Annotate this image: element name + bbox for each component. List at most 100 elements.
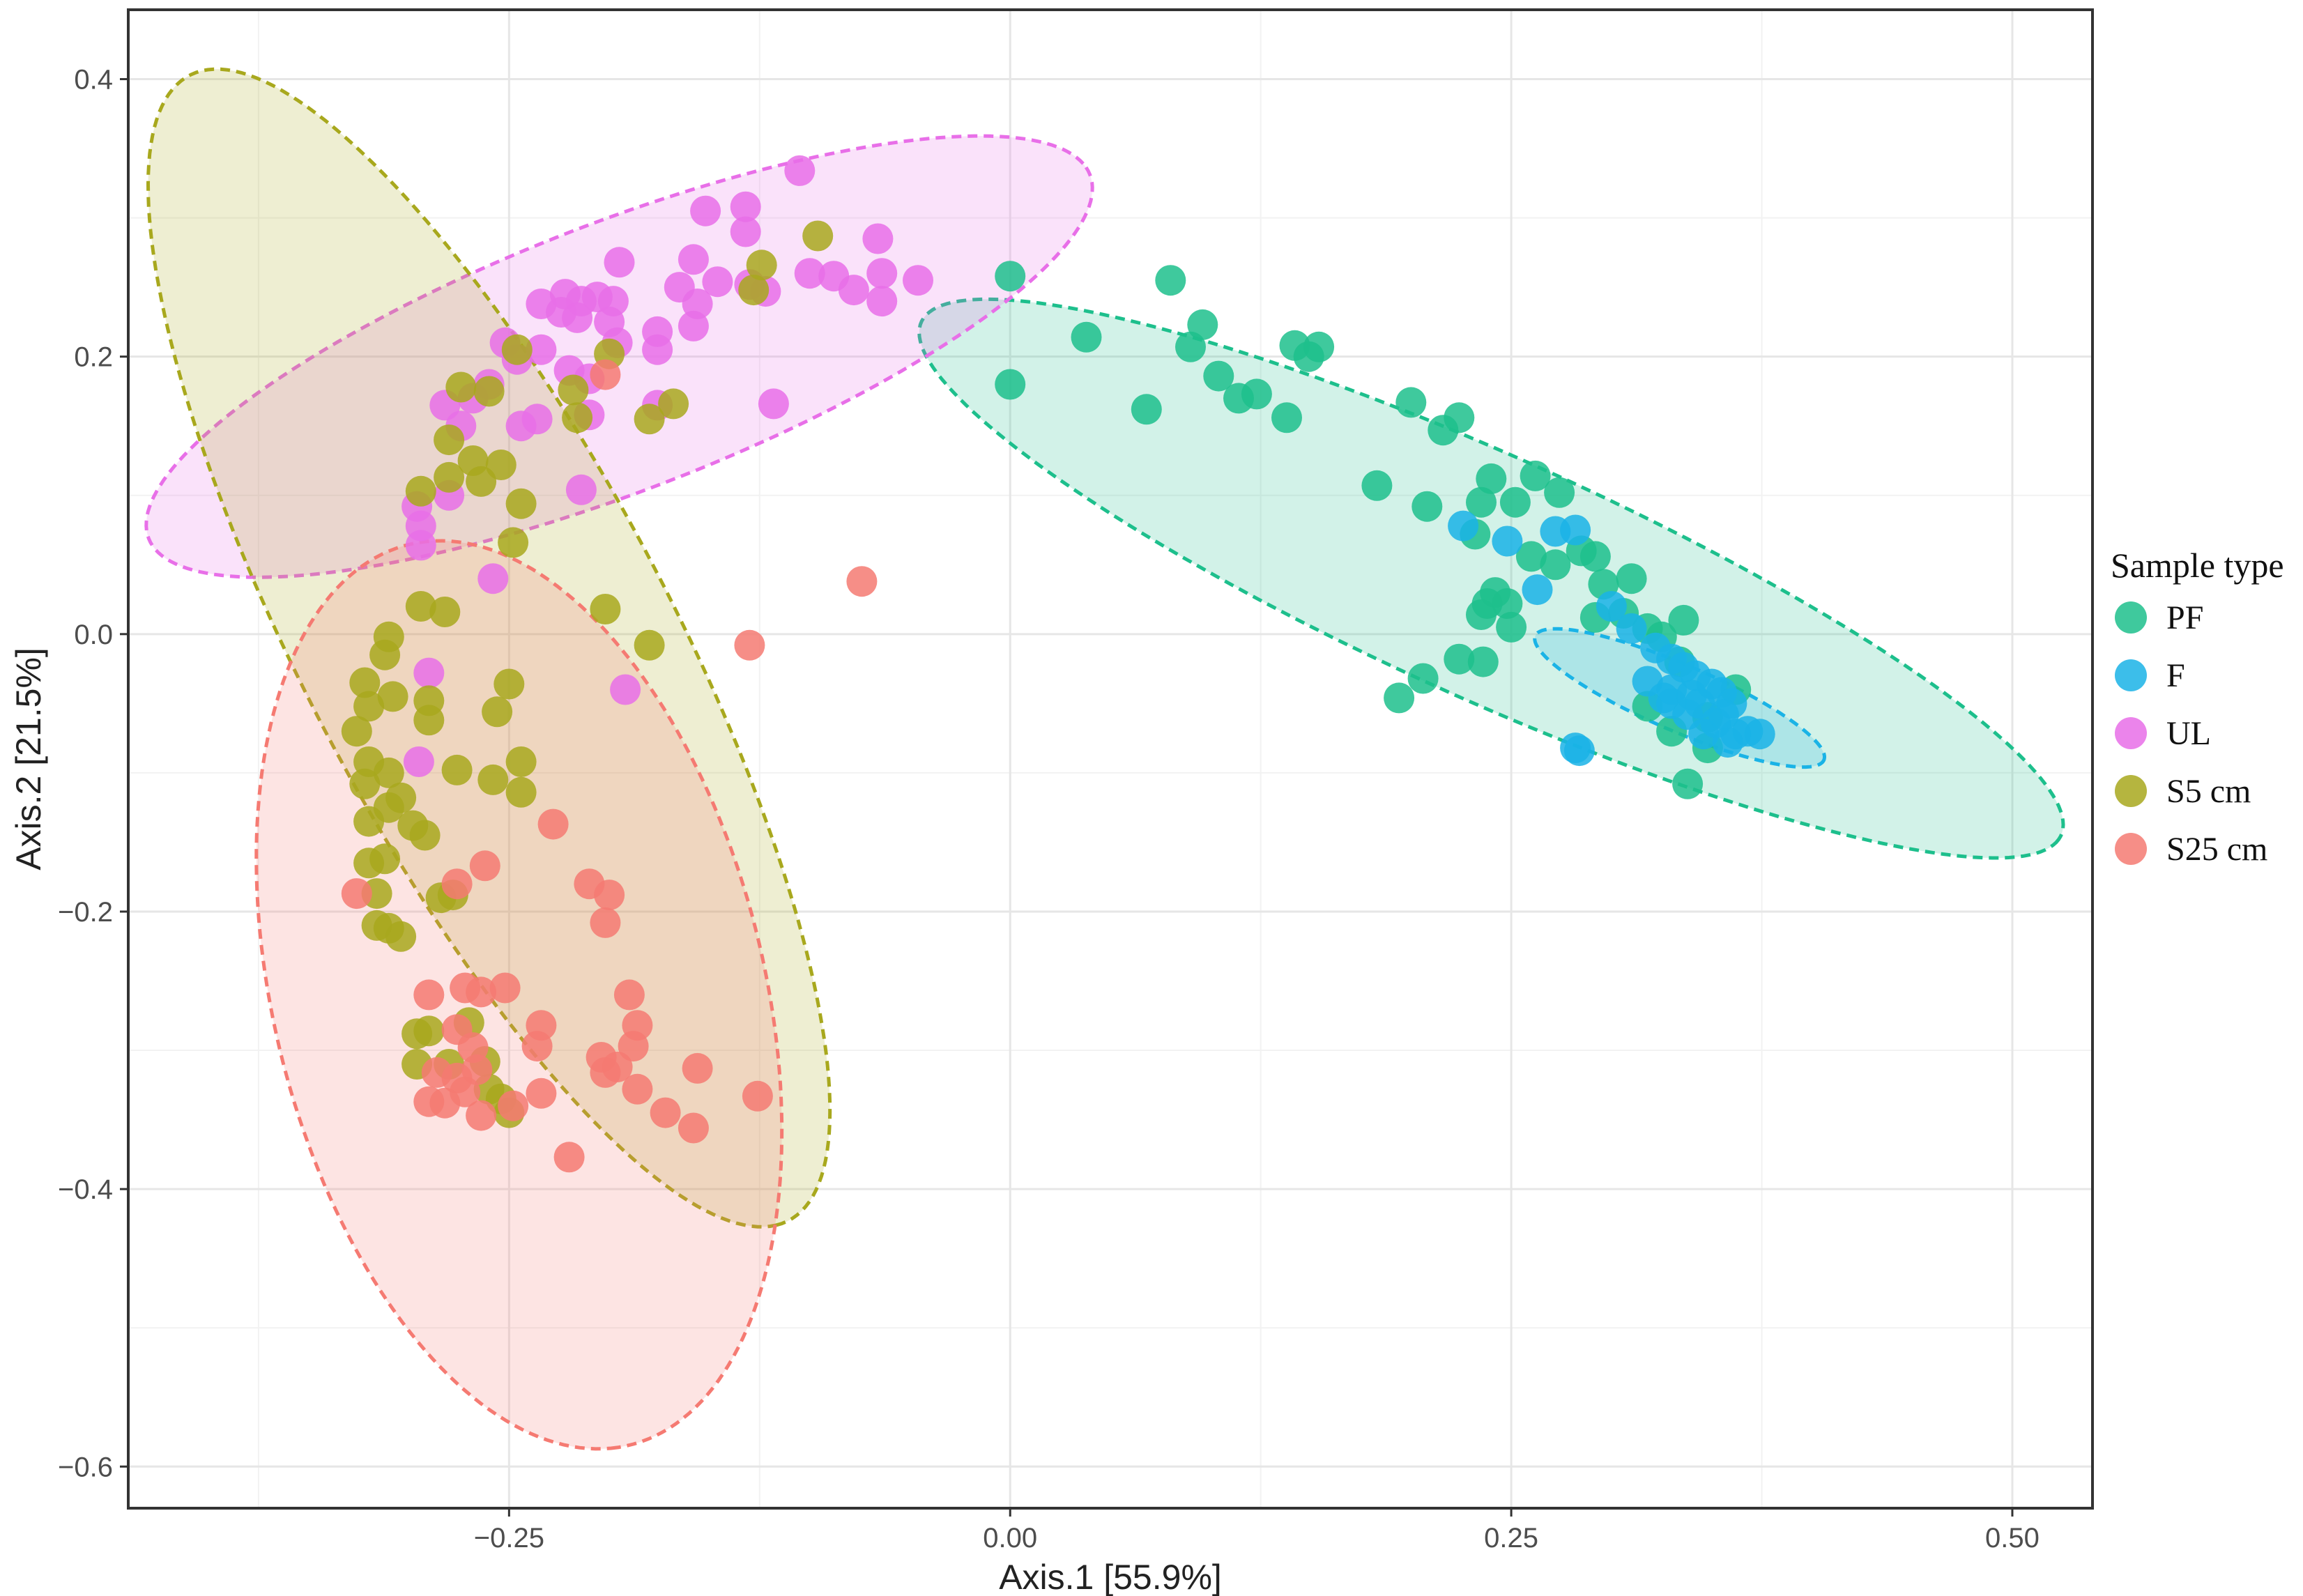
legend-swatch bbox=[2115, 659, 2147, 691]
data-point bbox=[658, 388, 689, 420]
data-point bbox=[734, 629, 765, 661]
y-tick-label: −0.2 bbox=[58, 897, 113, 928]
data-point bbox=[505, 776, 537, 808]
data-point bbox=[1579, 541, 1611, 572]
y-tick-label: −0.6 bbox=[58, 1452, 113, 1482]
data-point bbox=[610, 674, 641, 705]
data-point bbox=[1560, 514, 1591, 546]
data-point bbox=[903, 265, 933, 296]
data-points bbox=[341, 155, 1775, 1173]
data-point bbox=[498, 1090, 529, 1121]
data-point bbox=[995, 369, 1026, 400]
data-point bbox=[642, 334, 673, 365]
data-point bbox=[604, 247, 635, 278]
data-point bbox=[690, 195, 721, 227]
data-point bbox=[590, 594, 621, 624]
x-tick-label: −0.25 bbox=[474, 1523, 544, 1553]
data-point bbox=[862, 223, 894, 254]
legend-title: Sample type bbox=[2111, 546, 2284, 585]
data-point bbox=[1155, 265, 1186, 296]
legend-swatch bbox=[2115, 833, 2147, 865]
data-point bbox=[738, 275, 770, 306]
data-point bbox=[1668, 604, 1699, 636]
data-point bbox=[794, 258, 825, 289]
data-point bbox=[1648, 682, 1679, 714]
data-point bbox=[622, 1073, 653, 1105]
data-point bbox=[373, 792, 404, 823]
data-point bbox=[1303, 331, 1335, 362]
data-point bbox=[1744, 719, 1775, 750]
data-point bbox=[1241, 378, 1272, 410]
data-point bbox=[678, 1112, 709, 1144]
data-point bbox=[1560, 732, 1591, 764]
data-point bbox=[1271, 402, 1302, 433]
data-point bbox=[341, 878, 372, 910]
legend-label: F bbox=[2166, 657, 2185, 694]
data-point bbox=[413, 657, 445, 689]
data-point bbox=[1407, 663, 1439, 694]
data-point bbox=[1131, 394, 1162, 425]
data-point bbox=[466, 466, 497, 497]
series-s25-cm bbox=[341, 359, 878, 1173]
data-point bbox=[1712, 727, 1743, 758]
data-point bbox=[521, 1031, 553, 1062]
data-point bbox=[1448, 510, 1479, 542]
data-point bbox=[413, 705, 445, 736]
data-point bbox=[758, 388, 789, 420]
data-point bbox=[1187, 309, 1218, 340]
data-point bbox=[1688, 719, 1720, 750]
data-point bbox=[746, 250, 777, 281]
data-point bbox=[995, 261, 1026, 292]
data-point bbox=[678, 310, 709, 342]
data-point bbox=[1476, 463, 1507, 494]
data-point bbox=[565, 474, 597, 505]
series-ul bbox=[401, 155, 933, 777]
data-point bbox=[1672, 768, 1704, 799]
data-point bbox=[413, 1086, 445, 1117]
data-point bbox=[1616, 613, 1647, 644]
data-point bbox=[1499, 486, 1531, 518]
data-point bbox=[1361, 470, 1393, 501]
data-point bbox=[784, 155, 816, 186]
data-point bbox=[429, 597, 461, 627]
data-point bbox=[678, 244, 709, 275]
data-point bbox=[590, 1057, 621, 1088]
data-point bbox=[1411, 491, 1443, 522]
data-point bbox=[385, 921, 417, 952]
data-point bbox=[537, 808, 569, 840]
data-point bbox=[349, 667, 381, 698]
data-point bbox=[494, 668, 525, 700]
y-tick-label: 0.4 bbox=[74, 65, 113, 95]
data-point bbox=[482, 696, 513, 728]
data-point bbox=[341, 716, 372, 747]
data-point bbox=[650, 1097, 681, 1128]
data-point bbox=[1492, 525, 1523, 557]
data-point bbox=[1596, 591, 1627, 622]
data-point bbox=[594, 880, 625, 911]
data-point bbox=[369, 639, 401, 670]
x-tick-label: 0.50 bbox=[1985, 1523, 2040, 1553]
data-point bbox=[682, 1052, 713, 1084]
data-point bbox=[489, 972, 521, 1004]
data-point bbox=[1384, 682, 1415, 714]
data-point bbox=[1708, 699, 1739, 730]
series-pf bbox=[995, 261, 1752, 799]
data-point bbox=[349, 768, 381, 799]
data-point bbox=[802, 220, 834, 252]
data-point bbox=[526, 1077, 557, 1109]
data-point bbox=[702, 266, 733, 298]
data-point bbox=[562, 302, 593, 333]
data-point bbox=[866, 258, 898, 289]
data-point bbox=[618, 1031, 649, 1062]
data-point bbox=[846, 566, 878, 597]
data-point bbox=[1492, 588, 1523, 619]
data-point bbox=[526, 334, 557, 365]
data-point bbox=[1544, 477, 1575, 508]
data-point bbox=[553, 1142, 585, 1173]
data-point bbox=[501, 334, 533, 365]
data-point bbox=[369, 843, 401, 875]
data-point bbox=[838, 275, 869, 306]
data-point bbox=[441, 868, 473, 900]
data-point bbox=[441, 754, 473, 785]
